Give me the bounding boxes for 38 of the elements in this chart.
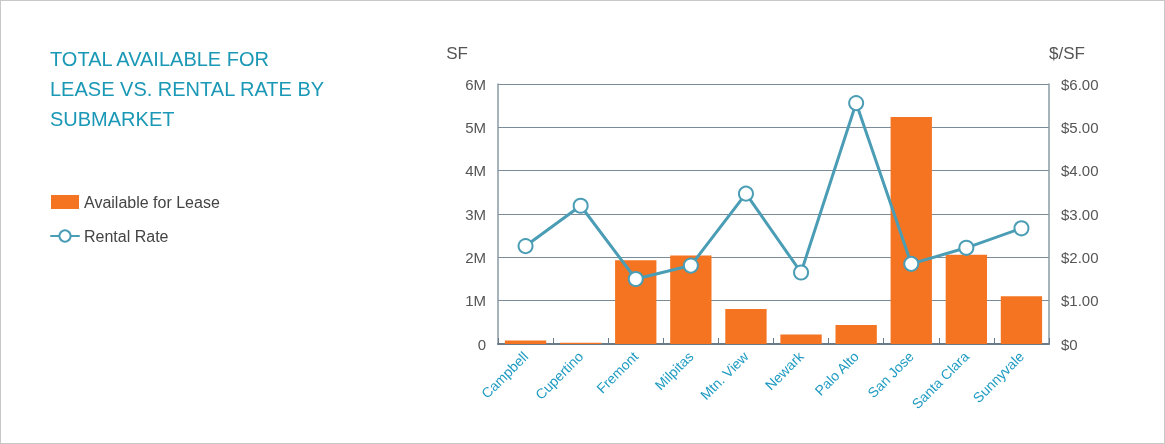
- y2-tick-label: $6.00: [1061, 75, 1099, 93]
- legend-label: Rental Rate: [84, 227, 169, 245]
- legend-label: Available for Lease: [84, 193, 220, 211]
- y-tick-label: 0: [477, 335, 486, 353]
- bar: [945, 254, 988, 344]
- y2-tick-label: $1.00: [1061, 292, 1099, 310]
- point: [958, 239, 975, 256]
- y-tick-label: 4M: [465, 162, 486, 180]
- text: TOTAL AVAILABLE FOR LEASE VS. RENTAL RATE BY SUBMARKET: [50, 48, 330, 130]
- bar: [615, 260, 657, 344]
- bar: [835, 324, 877, 344]
- y-tick-label: 1M: [465, 292, 486, 310]
- y-tick-label: 3M: [465, 205, 486, 223]
- y-tick-label: 6M: [465, 75, 486, 93]
- bar: [780, 334, 822, 344]
- x-tick-label: Palo Alto: [811, 348, 862, 399]
- bar: [670, 255, 712, 344]
- bar: [725, 308, 767, 344]
- y-tick-label: 2M: [465, 248, 486, 266]
- point: [737, 185, 754, 202]
- y2-tick-label: $5.00: [1061, 118, 1099, 136]
- y-tick-label: 5M: [465, 118, 486, 136]
- point: [848, 95, 865, 112]
- point: [793, 264, 810, 281]
- point: [517, 238, 534, 255]
- y2-tick-label: $3.00: [1061, 205, 1099, 223]
- y2-tick-label: $2.00: [1061, 248, 1099, 266]
- point: [572, 197, 589, 214]
- y2-axis-title: $/SF: [1049, 44, 1085, 63]
- point: [1013, 220, 1030, 237]
- bar: [1000, 296, 1043, 344]
- y-axis-title: SF: [446, 44, 468, 63]
- point: [682, 257, 699, 274]
- point: [627, 271, 644, 287]
- bar: [890, 116, 932, 344]
- y2-tick-label: $0: [1061, 335, 1078, 353]
- point: [903, 255, 920, 272]
- y2-tick-label: $4.00: [1061, 162, 1099, 180]
